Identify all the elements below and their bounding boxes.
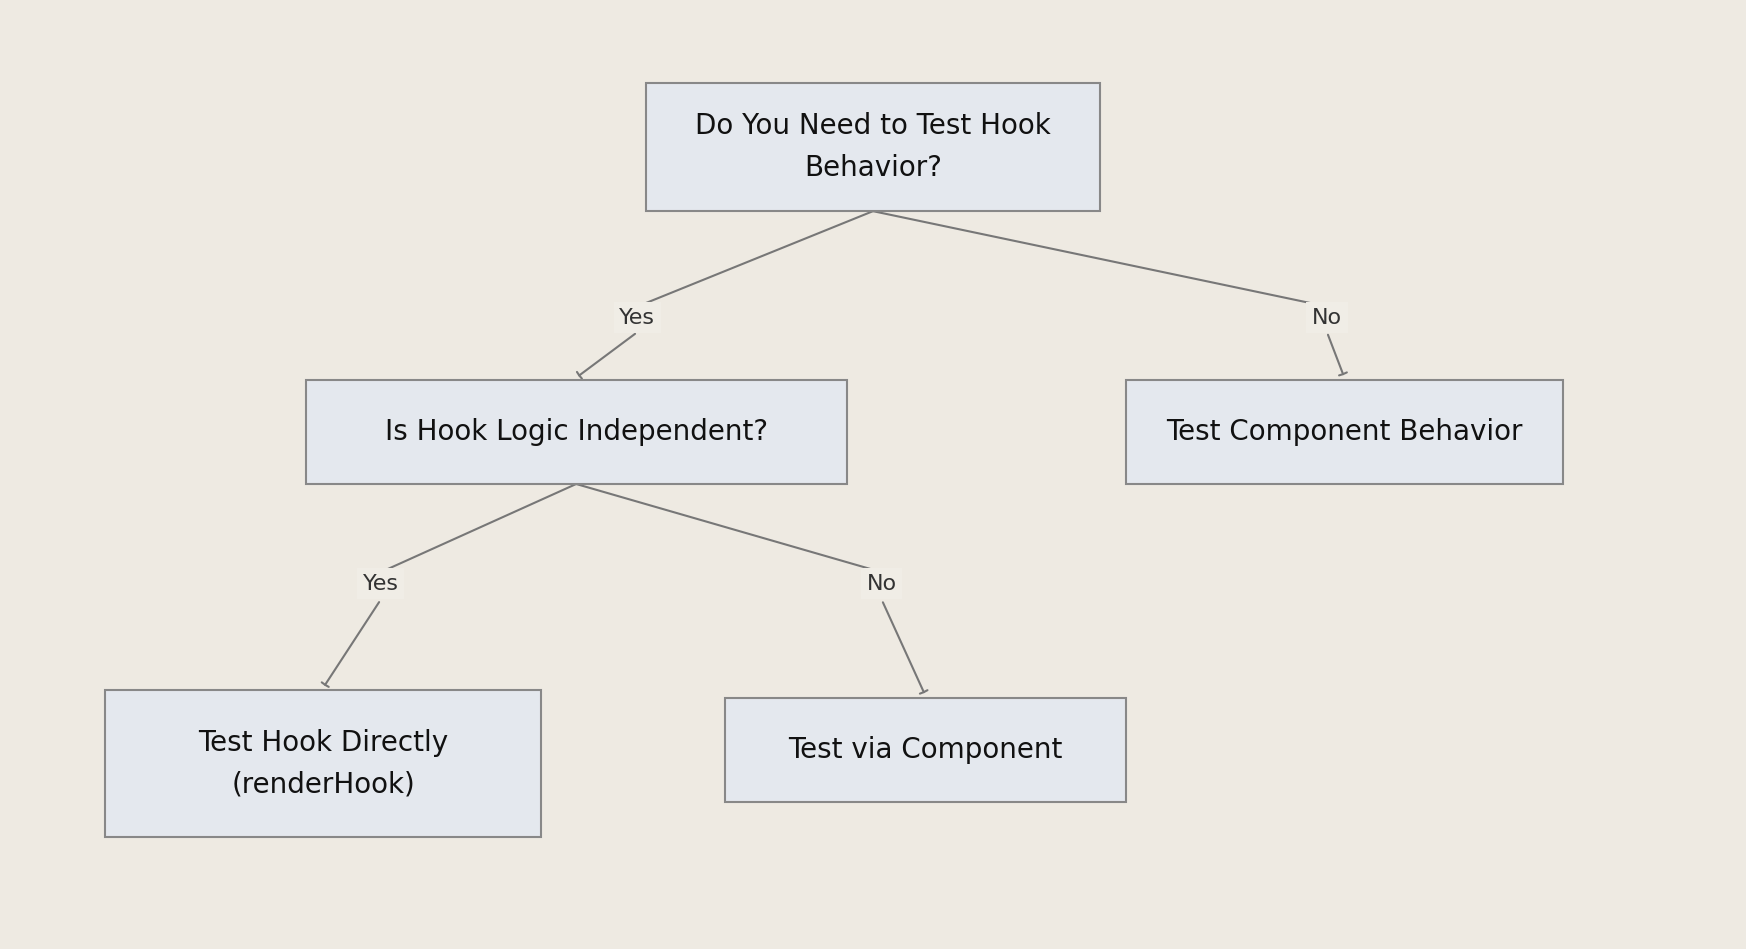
FancyBboxPatch shape <box>646 84 1100 212</box>
Text: No: No <box>1311 307 1343 328</box>
Text: Yes: Yes <box>363 573 398 594</box>
FancyBboxPatch shape <box>725 698 1126 802</box>
Text: Yes: Yes <box>620 307 655 328</box>
Text: No: No <box>866 573 897 594</box>
Text: Is Hook Logic Independent?: Is Hook Logic Independent? <box>384 418 768 446</box>
FancyBboxPatch shape <box>1126 380 1563 484</box>
Text: Test via Component: Test via Component <box>787 735 1063 764</box>
Text: Test Hook Directly
(renderHook): Test Hook Directly (renderHook) <box>197 730 449 798</box>
Text: Do You Need to Test Hook
Behavior?: Do You Need to Test Hook Behavior? <box>695 113 1051 181</box>
FancyBboxPatch shape <box>306 380 847 484</box>
FancyBboxPatch shape <box>105 691 541 838</box>
Text: Test Component Behavior: Test Component Behavior <box>1166 418 1523 446</box>
